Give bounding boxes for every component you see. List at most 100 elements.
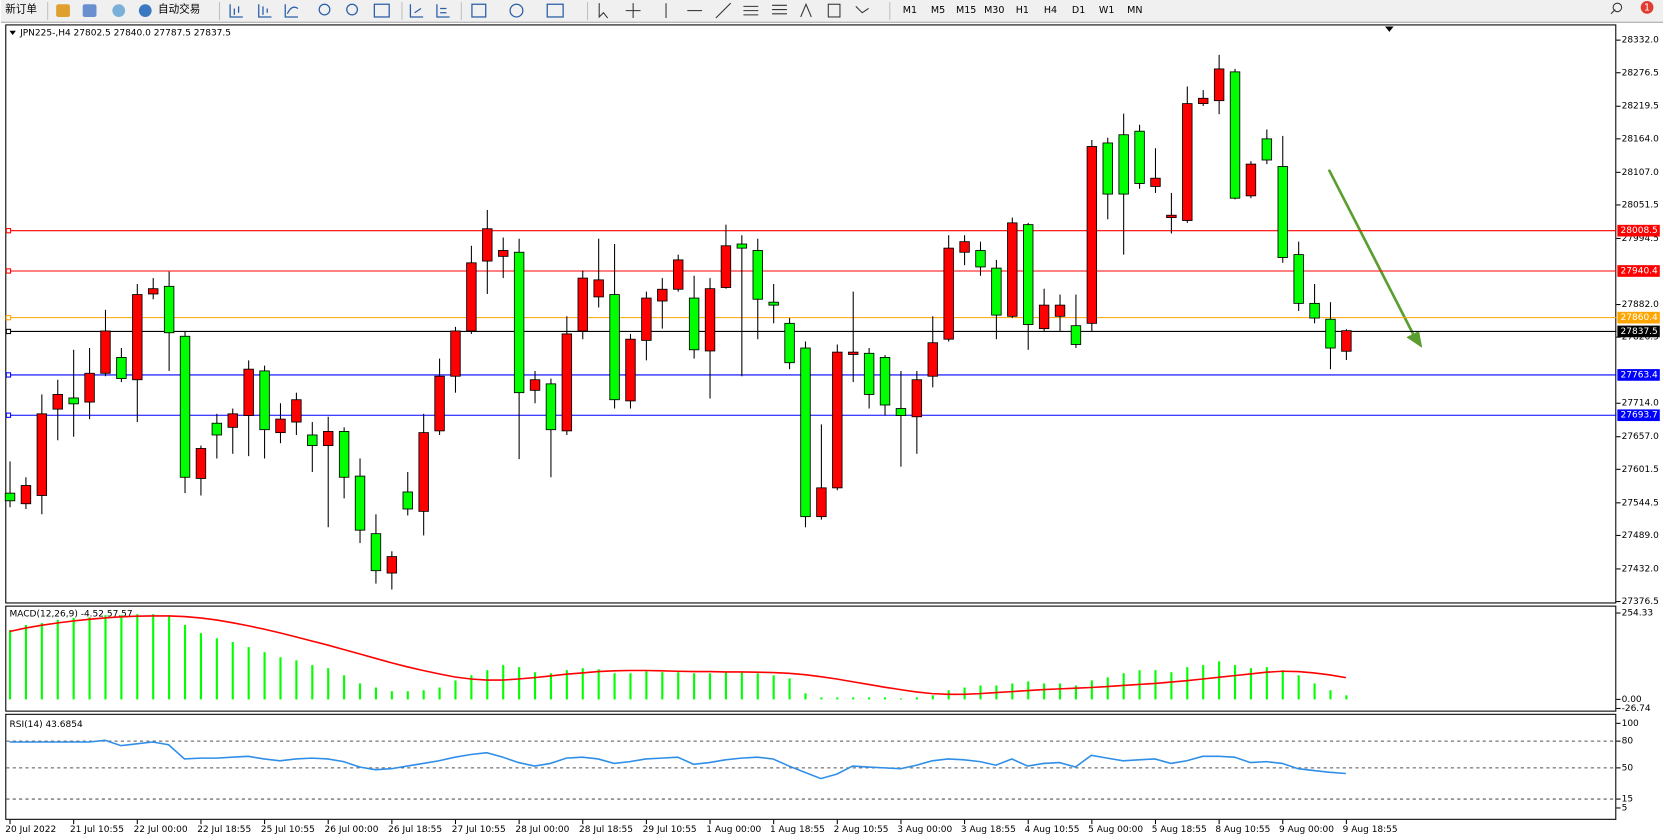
x-tick-label: 28 Jul 18:55 <box>579 825 633 835</box>
candle-body <box>275 418 286 434</box>
timeframe-button[interactable]: M5 <box>931 5 945 16</box>
price-box-label: 28008.5 <box>1621 226 1658 236</box>
price-box-label: 27860.4 <box>1621 313 1658 323</box>
timeframe-button[interactable]: H4 <box>1044 5 1057 16</box>
candle-body <box>1102 142 1113 195</box>
icon[interactable] <box>772 4 787 15</box>
candle-body <box>1054 304 1066 317</box>
candle-body <box>1182 103 1193 221</box>
icon[interactable] <box>800 2 812 18</box>
x-tick-label: 29 Jul 10:55 <box>643 825 697 835</box>
collapse-icon[interactable] <box>9 30 16 35</box>
icon[interactable] <box>715 2 732 19</box>
icon[interactable] <box>373 3 390 18</box>
icon[interactable] <box>598 3 609 19</box>
candle-body <box>1134 130 1145 184</box>
toolbar: 1 新订单 自动交易 M1 M5 M15 M30 H1 H4 D1 W1 MN <box>1 0 1663 23</box>
x-tick-label: 5 Aug 00:00 <box>1088 825 1143 835</box>
candle-body <box>784 322 795 364</box>
timeframe-button[interactable]: D1 <box>1072 5 1085 16</box>
candle-body <box>609 294 620 401</box>
candle-body <box>959 241 970 253</box>
candle-body <box>1038 304 1050 330</box>
toolbar-button[interactable]: 自动交易 <box>158 3 200 16</box>
x-tick-label: 2 Aug 10:55 <box>834 825 889 835</box>
y-tick-label: 27826.5 <box>1622 333 1659 343</box>
line-anchor <box>5 268 12 274</box>
icon[interactable] <box>318 3 331 16</box>
y-tick-label: 27601.5 <box>1622 465 1659 475</box>
timeframe-button[interactable]: M30 <box>984 5 1004 16</box>
indicator-title: MACD(12,26,9) -4.52 57.57 <box>10 610 133 620</box>
badge-count: 1 <box>1644 2 1650 13</box>
icon[interactable] <box>1612 2 1623 13</box>
icon[interactable] <box>625 3 641 19</box>
candle-body <box>1309 302 1320 319</box>
candle-body <box>688 297 700 351</box>
x-tick-label: 20 Jul 2022 <box>5 825 56 835</box>
x-tick-label: 22 Jul 18:55 <box>197 825 251 835</box>
timeframe-button[interactable]: MN <box>1127 5 1142 16</box>
y-tick-label: 28276.5 <box>1622 68 1659 78</box>
icon[interactable] <box>436 4 450 18</box>
candle-body <box>1245 163 1257 197</box>
timeframe-button[interactable]: H1 <box>1016 5 1029 16</box>
icon[interactable] <box>743 5 759 16</box>
chart-title: JPN225-,H4 27802.5 27840.0 27787.5 27837… <box>19 28 231 38</box>
price-box-label: 27940.4 <box>1621 266 1658 276</box>
candle-body <box>259 370 270 431</box>
candle-body <box>673 259 684 290</box>
icon[interactable] <box>138 4 152 17</box>
icon[interactable] <box>855 5 869 14</box>
x-tick-label: 3 Aug 18:55 <box>961 825 1016 835</box>
candle-body <box>768 301 779 306</box>
candle-body <box>513 251 525 394</box>
icon[interactable] <box>509 3 524 18</box>
candle-body <box>1213 68 1225 102</box>
candle-body <box>450 330 461 377</box>
icon[interactable] <box>56 4 70 17</box>
y-tick-label: 28051.5 <box>1622 200 1659 210</box>
x-tick-label: 21 Jul 10:55 <box>70 825 124 835</box>
icon[interactable] <box>229 4 243 18</box>
badge[interactable] <box>1640 1 1654 14</box>
icon[interactable] <box>409 4 424 18</box>
x-tick-label: 25 Jul 10:55 <box>261 825 315 835</box>
y-tick-label: 28332.0 <box>1622 36 1659 46</box>
y-tick-label: 27714.0 <box>1622 399 1659 409</box>
y-tick-label: -26.74 <box>1622 704 1651 714</box>
icon[interactable] <box>284 4 299 18</box>
candle-body <box>1070 325 1082 345</box>
candle-body <box>1166 214 1177 219</box>
timeframe-button[interactable]: M15 <box>956 5 976 16</box>
indicator-title: RSI(14) 43.6854 <box>10 720 83 730</box>
icon[interactable] <box>346 3 359 16</box>
price-box-label: 27763.4 <box>1621 370 1658 380</box>
candle-body <box>1277 166 1288 258</box>
candle-body <box>720 245 732 288</box>
candle-body <box>418 432 429 512</box>
candle-body <box>895 408 907 417</box>
shift-marker <box>1385 26 1394 32</box>
y-tick-label: 27489.0 <box>1622 531 1659 541</box>
timeframe-button[interactable]: M1 <box>903 5 917 16</box>
toolbar-button[interactable]: 新订单 <box>5 3 37 16</box>
candle-body <box>1325 318 1336 349</box>
price-box <box>1617 224 1660 237</box>
icon[interactable] <box>471 3 487 18</box>
candle-body <box>323 431 334 446</box>
icon[interactable] <box>827 3 841 18</box>
icon[interactable] <box>258 4 272 18</box>
price-box <box>1617 265 1660 277</box>
x-tick-label: 3 Aug 00:00 <box>897 825 952 835</box>
icon[interactable] <box>82 4 97 17</box>
price-box <box>1617 311 1660 324</box>
timeframe-button[interactable]: W1 <box>1099 5 1114 16</box>
candle-body <box>4 492 16 502</box>
candle-body <box>482 228 493 262</box>
icon[interactable] <box>546 3 564 18</box>
candle-body <box>338 431 350 478</box>
icon[interactable] <box>112 4 126 17</box>
candle-body <box>975 250 986 268</box>
